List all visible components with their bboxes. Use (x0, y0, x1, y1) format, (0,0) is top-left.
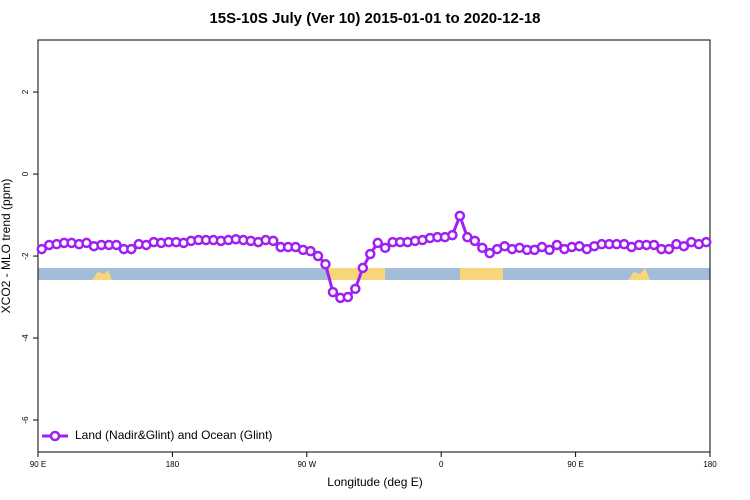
land-band (328, 268, 385, 280)
data-point (305, 245, 316, 257)
data-point (379, 242, 391, 254)
data-point (477, 242, 488, 254)
data-point (312, 250, 324, 262)
data-point (678, 240, 690, 252)
data-point (320, 258, 331, 270)
data-point (663, 243, 675, 255)
data-point (648, 239, 660, 251)
land-ocean-band (38, 268, 710, 280)
x-tick-label: 180 (703, 460, 717, 469)
y-tick-label: -2 (21, 252, 30, 260)
y-tick-label: 0 (21, 171, 30, 176)
legend: Land (Nadir&Glint) and Ocean (Glint) (42, 428, 272, 442)
x-tick-label: 90 W (297, 460, 316, 469)
land-band (92, 270, 112, 280)
data-point (342, 291, 354, 303)
data-point (111, 239, 122, 251)
land-band (460, 268, 503, 280)
x-axis-label: Longitude (deg E) (327, 475, 422, 489)
data-point (372, 237, 383, 249)
legend-marker (49, 430, 61, 442)
data-point (327, 286, 339, 298)
data-point (701, 236, 712, 248)
y-tick-label: -6 (21, 416, 30, 424)
land-band (628, 268, 650, 280)
chart-title: 15S-10S July (Ver 10) 2015-01-01 to 2020… (209, 10, 540, 27)
x-tick-label: 180 (166, 460, 180, 469)
data-point (454, 210, 466, 222)
x-tick-label: 0 (439, 460, 444, 469)
y-axis-label: XCO2 - MLO trend (ppm) (0, 179, 13, 314)
x-tick-label: 90 E (567, 460, 583, 469)
data-point (484, 247, 495, 259)
data-point (357, 262, 369, 274)
data-point (469, 235, 481, 247)
data-point (36, 243, 47, 255)
legend-label: Land (Nadir&Glint) and Ocean (Glint) (75, 428, 272, 442)
x-tick-label: 90 E (30, 460, 46, 469)
y-tick-label: 2 (21, 89, 30, 94)
data-point (447, 229, 458, 241)
data-point (544, 244, 555, 256)
data-point (365, 248, 376, 260)
data-point (551, 239, 563, 251)
data-point (350, 283, 361, 295)
data-point (126, 243, 137, 255)
y-tick-label: -4 (21, 334, 30, 342)
data-point (267, 235, 279, 247)
